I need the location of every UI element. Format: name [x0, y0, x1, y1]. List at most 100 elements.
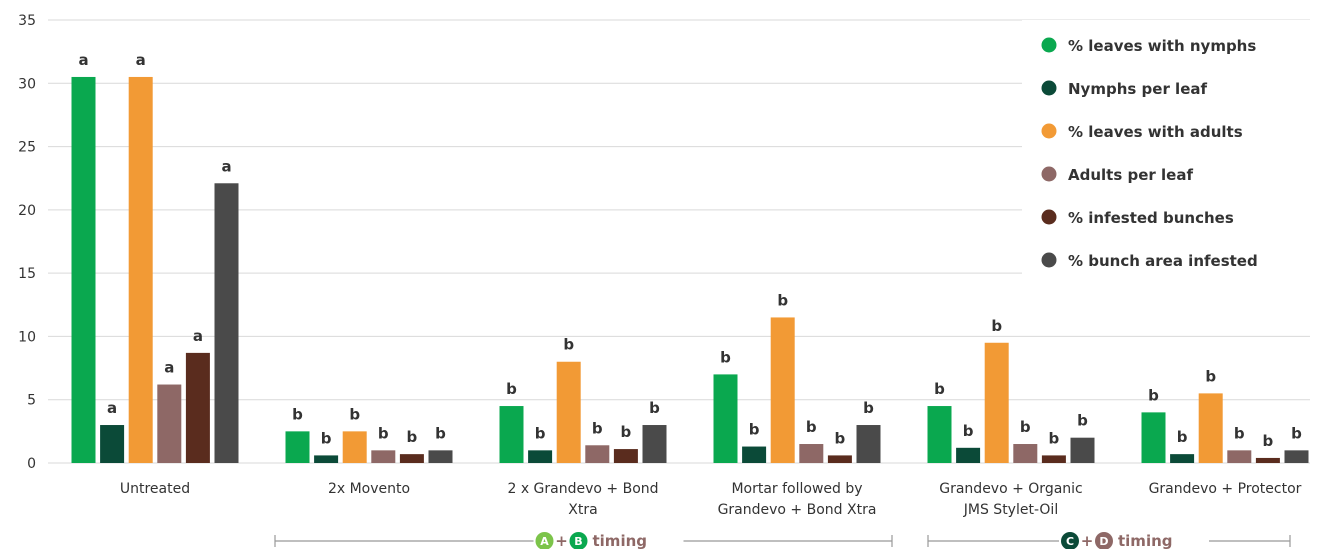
- bar: [1041, 455, 1066, 463]
- bar: [799, 444, 824, 463]
- category-label: Xtra: [568, 502, 597, 518]
- significance-label: b: [649, 399, 660, 417]
- significance-label: b: [1263, 432, 1274, 450]
- legend-label: % leaves with nymphs: [1068, 37, 1256, 55]
- bar: [128, 76, 153, 463]
- y-tick-label: 20: [18, 203, 36, 219]
- category-label: 2x Movento: [328, 481, 410, 497]
- significance-label: a: [164, 359, 174, 377]
- bar: [984, 342, 1009, 463]
- legend-label: % bunch area infested: [1068, 252, 1258, 270]
- significance-label: b: [592, 419, 603, 437]
- bar: [1141, 412, 1166, 463]
- significance-label: b: [749, 421, 760, 439]
- significance-label: b: [777, 291, 788, 309]
- significance-label: b: [621, 423, 632, 441]
- timing-circle-letter: B: [574, 535, 582, 548]
- bar: [713, 374, 738, 463]
- significance-label: b: [349, 405, 360, 423]
- category-label: Untreated: [120, 481, 190, 497]
- y-tick-label: 10: [18, 329, 36, 345]
- bar: [642, 425, 667, 463]
- significance-label: b: [991, 317, 1002, 335]
- y-tick-label: 5: [27, 393, 36, 409]
- bar: [956, 447, 981, 463]
- significance-label: a: [136, 51, 146, 69]
- bar: [1070, 437, 1095, 463]
- bar: [556, 361, 581, 463]
- bar: [1227, 450, 1252, 463]
- y-tick-label: 35: [18, 13, 36, 29]
- significance-label: a: [221, 157, 231, 175]
- x-axis-categories: Untreated 2x Movento 2 x Grandevo + Bond Xt…: [120, 481, 1302, 518]
- bar: [428, 450, 453, 463]
- significance-label: b: [1049, 429, 1060, 447]
- significance-label: b: [506, 380, 517, 398]
- bar: [185, 352, 210, 463]
- legend-label: Adults per leaf: [1068, 166, 1193, 184]
- significance-label: b: [407, 428, 418, 446]
- grid-lines: [48, 19, 1310, 464]
- legend-swatch: [1041, 209, 1057, 225]
- significance-label: b: [378, 424, 389, 442]
- bar: [399, 454, 424, 463]
- significance-label: b: [563, 336, 574, 354]
- legend-label: % infested bunches: [1068, 209, 1234, 227]
- category-label: Mortar followed by: [731, 481, 862, 497]
- bar: [827, 455, 852, 463]
- significance-label: b: [1177, 428, 1188, 446]
- significance-label: a: [78, 51, 88, 69]
- timing-circle-letter: C: [1066, 535, 1074, 548]
- bar: [499, 406, 524, 463]
- bar: [927, 406, 952, 463]
- bar: [285, 431, 310, 463]
- category-label: Grandevo + Protector: [1149, 481, 1302, 497]
- bar: [314, 455, 339, 463]
- timing-label: timing: [593, 532, 648, 549]
- bar: [742, 446, 767, 463]
- bar: [214, 183, 239, 463]
- timing-circle: [535, 532, 554, 549]
- timing-label: timing: [1118, 532, 1173, 549]
- y-axis-ticks: 0 5 10 15 20 25 30 35: [18, 13, 36, 472]
- category-label: Grandevo + Bond Xtra: [718, 502, 877, 518]
- legend-swatch: [1041, 166, 1057, 182]
- y-tick-label: 25: [18, 140, 36, 156]
- legend: % leaves with nymphs Nymphs per leaf % lea…: [1022, 20, 1310, 284]
- legend-swatch: [1041, 252, 1057, 268]
- y-tick-label: 15: [18, 266, 36, 282]
- timing-circle-letter: D: [1099, 535, 1108, 548]
- y-tick-label: 30: [18, 76, 36, 92]
- bar: [371, 450, 396, 463]
- bar: [1013, 444, 1038, 463]
- timing-circle: [1095, 532, 1113, 549]
- significance-label: b: [1148, 386, 1159, 404]
- timing-plus: +: [555, 532, 568, 549]
- bar: [1284, 450, 1309, 463]
- bar: [1255, 457, 1280, 463]
- significance-label: b: [863, 399, 874, 417]
- legend-swatch: [1041, 123, 1057, 139]
- bar: [770, 317, 795, 463]
- timing-circle: [1061, 532, 1079, 549]
- legend-swatch: [1041, 80, 1057, 96]
- bar: [342, 431, 367, 463]
- bar: [613, 449, 638, 463]
- significance-label: b: [321, 429, 332, 447]
- significance-label: b: [720, 348, 731, 366]
- y-tick-label: 0: [27, 456, 36, 472]
- significance-label: a: [193, 327, 203, 345]
- significance-label: b: [835, 429, 846, 447]
- significance-label: b: [1291, 424, 1302, 442]
- legend-label: % leaves with adults: [1068, 123, 1243, 141]
- significance-label: b: [1234, 424, 1245, 442]
- timing-circle-letter: A: [540, 535, 549, 548]
- significance-label: b: [535, 424, 546, 442]
- timing-plus: +: [1081, 532, 1094, 549]
- bar: [585, 445, 610, 463]
- bar: [157, 384, 182, 463]
- category-label: Grandevo + Organic: [939, 481, 1083, 497]
- timing-circle: [569, 532, 588, 549]
